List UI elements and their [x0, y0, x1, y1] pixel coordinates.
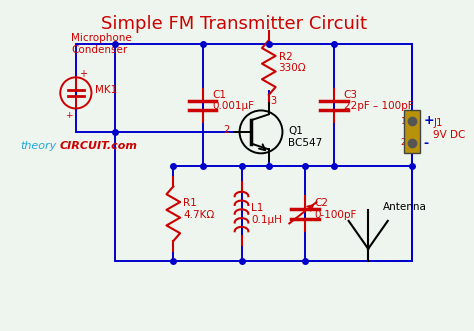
Text: C1
0.001μF: C1 0.001μF	[212, 90, 254, 112]
Text: L1
0.1μH: L1 0.1μH	[251, 203, 282, 224]
Text: CIRCUIT.com: CIRCUIT.com	[59, 141, 137, 152]
Text: 2: 2	[224, 125, 230, 135]
Text: 1: 1	[401, 117, 406, 126]
Text: 3: 3	[271, 96, 277, 106]
Text: MK1: MK1	[95, 85, 118, 95]
Text: J1
9V DC: J1 9V DC	[434, 118, 466, 140]
Text: Microphone
Condenser: Microphone Condenser	[71, 33, 132, 55]
Text: +: +	[424, 114, 434, 127]
Text: C3
22pF – 100pF: C3 22pF – 100pF	[344, 90, 413, 112]
Text: +: +	[65, 112, 73, 120]
Text: +: +	[79, 69, 87, 79]
Text: R1
4.7KΩ: R1 4.7KΩ	[183, 198, 214, 220]
Text: Antenna: Antenna	[383, 202, 427, 212]
Text: Q1
BC547: Q1 BC547	[288, 126, 322, 148]
Text: 2: 2	[401, 138, 406, 147]
Bar	[404, 111, 420, 153]
Text: -: -	[424, 137, 429, 150]
Text: Simple FM Transmitter Circuit: Simple FM Transmitter Circuit	[101, 15, 367, 33]
Text: theory: theory	[20, 141, 56, 152]
Text: C2
0-100pF: C2 0-100pF	[315, 198, 357, 220]
Text: R2
330Ω: R2 330Ω	[279, 52, 306, 73]
